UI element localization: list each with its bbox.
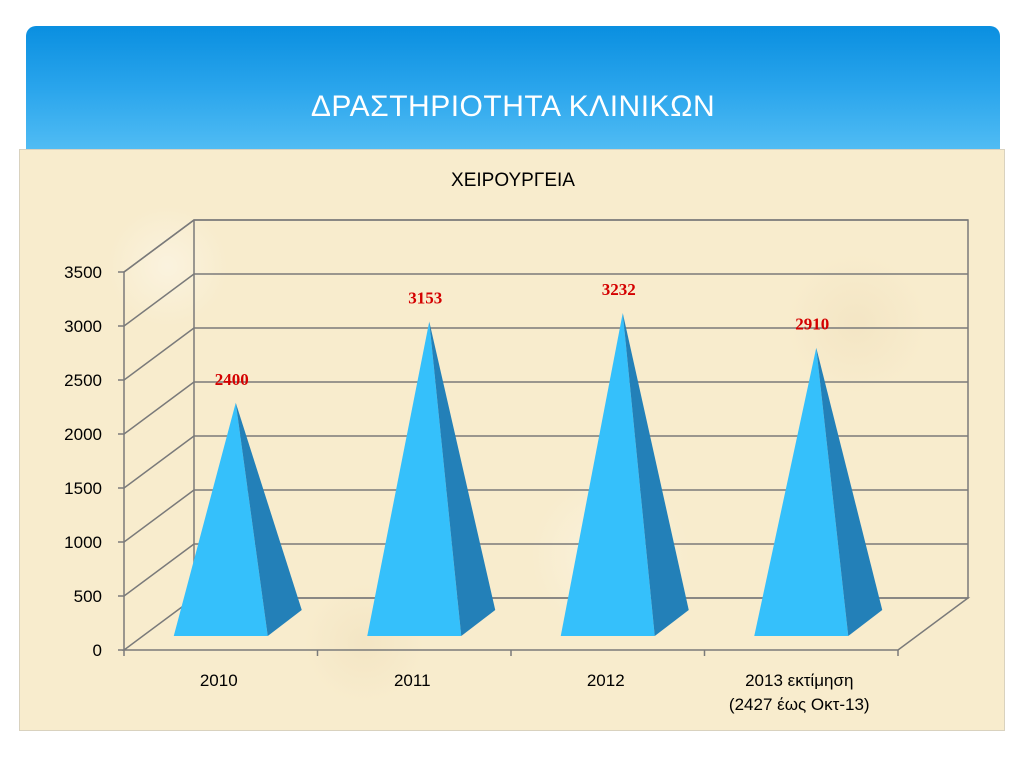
pyramid-bar (560, 312, 689, 636)
pyramid-chart: ΧΕΙΡΟΥΡΓΕΙΑ 0 500 1000 1500 2000 2500 3000 3500… (64, 170, 971, 714)
gridline-side (123, 435, 195, 489)
data-label: 3153 (408, 288, 442, 307)
x-tick-label: 2012 (587, 671, 625, 690)
gridline-side (123, 543, 195, 597)
gridline-side (123, 327, 195, 381)
pyramid-front-face (367, 321, 462, 636)
pyramid-bar (367, 321, 496, 636)
chart-title: ΧΕΙΡΟΥΡΓΕΙΑ (451, 170, 575, 191)
pyramid-side-face (816, 347, 883, 636)
gridline-side (123, 219, 195, 273)
y-tick-label: 1500 (64, 479, 102, 498)
y-tick-label: 3000 (64, 317, 102, 336)
x-tick-label: 2011 (394, 671, 431, 690)
data-label: 3232 (602, 280, 636, 299)
pyramid-side-face (235, 402, 302, 636)
x-tick-label: 2010 (200, 671, 238, 690)
y-tick-label: 0 (93, 641, 102, 660)
x-tick-label: (2427 έως Οκτ-13) (729, 695, 870, 714)
gridline-side (123, 273, 195, 327)
pyramid-side-face (622, 312, 689, 636)
pyramid-front-face (173, 402, 268, 636)
gridlines (123, 219, 968, 597)
chart-area: ΧΕΙΡΟΥΡΓΕΙΑ 0 500 1000 1500 2000 2500 3000 3500… (19, 149, 1005, 731)
gridline-side (123, 381, 195, 435)
x-axis: 2010 2011 2012 2013 εκτίμηση (2427 έως Οκτ-1… (123, 650, 899, 714)
pyramid-front-face (560, 312, 655, 636)
data-label: 2400 (215, 370, 249, 389)
pyramid-front-face (754, 347, 849, 636)
gridline-side (123, 489, 195, 543)
y-axis: 0 500 1000 1500 2000 2500 3000 3500 (64, 263, 124, 660)
pyramid-bar (754, 347, 883, 636)
y-tick-label: 3500 (64, 263, 102, 282)
pyramid-side-face (429, 321, 496, 636)
pyramid-series (173, 312, 883, 636)
data-labels: 2400 3153 3232 2910 (215, 280, 830, 389)
pyramid-bar (173, 402, 302, 636)
x-tick-label: 2013 εκτίμηση (745, 671, 853, 690)
y-tick-label: 2000 (64, 425, 102, 444)
y-tick-label: 1000 (64, 533, 102, 552)
y-tick-label: 500 (74, 587, 102, 606)
slide-title: ΔΡΑΣΤΗΡΙΟΤΗΤΑ ΚΛΙΝΙΚΩΝ (310, 90, 716, 123)
slide-header: ΔΡΑΣΤΗΡΙΟΤΗΤΑ ΚΛΙΝΙΚΩΝ (26, 26, 1000, 152)
data-label: 2910 (795, 315, 829, 334)
y-tick-label: 2500 (64, 371, 102, 390)
